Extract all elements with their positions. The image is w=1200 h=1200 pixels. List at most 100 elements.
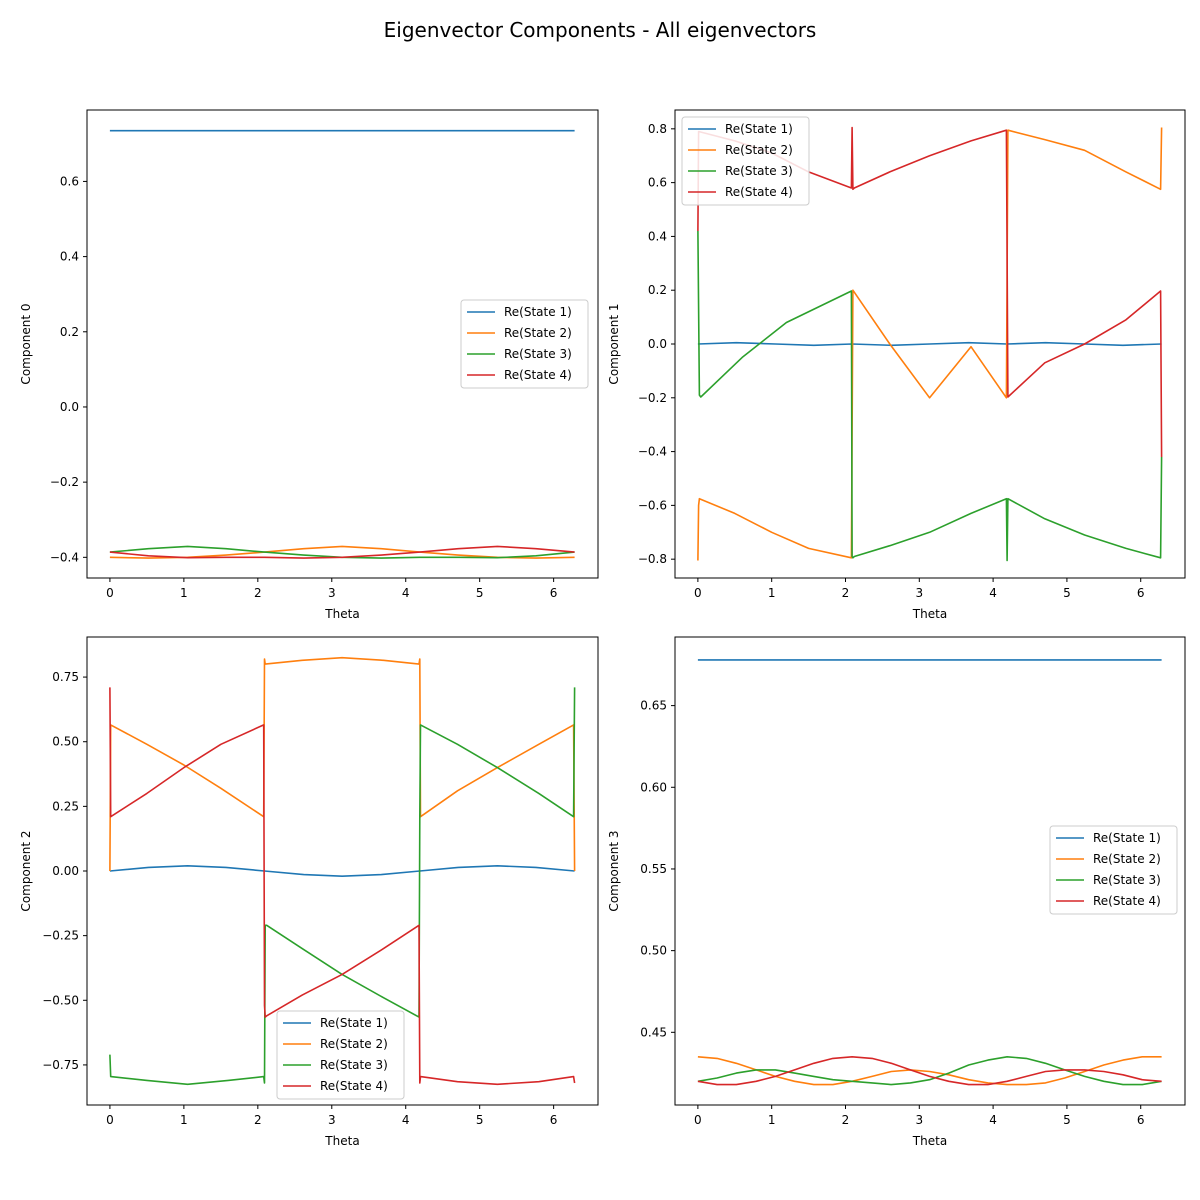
y-tick-label: 0.2 (60, 325, 79, 339)
x-tick-label: 4 (402, 586, 410, 600)
y-tick-label: 0.2 (648, 283, 667, 297)
legend: Re(State 1) Re(State 2) Re(State 3) Re(Stat… (681, 116, 810, 206)
series-line-3 (697, 230, 1163, 562)
x-axis-label: Theta (324, 607, 359, 621)
y-tick-label: −0.4 (638, 445, 667, 459)
y-tick-label: 0.50 (52, 735, 79, 749)
x-tick-label: 5 (476, 1113, 484, 1127)
legend-label-3: Re(State 3) (320, 1058, 388, 1072)
figure-title: Eigenvector Components - All eigenvector… (383, 18, 817, 42)
series-line-2 (109, 545, 575, 559)
y-tick-label: 0.8 (648, 122, 667, 136)
x-tick-label: 2 (254, 586, 262, 600)
y-axis-label: Component 1 (607, 303, 621, 384)
series-line-3 (697, 1056, 1162, 1086)
legend-box (1049, 825, 1178, 915)
x-tick-label: 3 (328, 1113, 336, 1127)
series-line-4 (109, 545, 575, 559)
subplot-1: 0 1 2 3 4 5 6 0.8 0.6 0.4 0.2 0.0 −0.2 −0.4 −0.6 −0.8 Th… (607, 109, 1186, 621)
legend-label-4: Re(State 4) (320, 1079, 388, 1093)
legend-label-1: Re(State 1) (504, 305, 572, 319)
legend-label-2: Re(State 2) (320, 1037, 388, 1051)
x-tick-label: 6 (1137, 1113, 1145, 1127)
legend-label-2: Re(State 2) (1093, 852, 1161, 866)
y-axis-label: Component 0 (19, 303, 33, 384)
y-tick-label: 0.00 (52, 864, 79, 878)
x-tick-label: 0 (106, 586, 114, 600)
legend-box (681, 116, 810, 206)
legend-label-1: Re(State 1) (725, 122, 793, 136)
x-tick-label: 4 (402, 1113, 410, 1127)
series-line-2 (697, 127, 1163, 561)
legend-label-4: Re(State 4) (1093, 894, 1161, 908)
subplot-0: 0 1 2 3 4 5 6 0.6 0.4 0.2 0.0 −0.2 −0.4 Theta Componen… (19, 109, 599, 621)
y-tick-label: −0.2 (638, 391, 667, 405)
x-tick-label: 4 (989, 586, 997, 600)
series-line-3 (109, 545, 575, 559)
x-tick-label: 4 (989, 1113, 997, 1127)
y-tick-label: −0.2 (50, 475, 79, 489)
y-tick-label: 0.6 (648, 176, 667, 190)
x-tick-label: 0 (694, 586, 702, 600)
legend-label-3: Re(State 3) (504, 347, 572, 361)
x-tick-label: 5 (1063, 586, 1071, 600)
x-axis-label: Theta (324, 1134, 359, 1148)
x-tick-label: 1 (768, 586, 776, 600)
legend-label-4: Re(State 4) (725, 185, 793, 199)
subplot-3: 0 1 2 3 4 5 6 0.65 0.60 0.55 0.50 0.45 Theta Componen… (607, 636, 1186, 1148)
y-tick-label: −0.6 (638, 498, 667, 512)
x-tick-label: 3 (915, 1113, 923, 1127)
legend-label-4: Re(State 4) (504, 368, 572, 382)
x-tick-label: 3 (915, 586, 923, 600)
y-tick-label: −0.25 (42, 929, 79, 943)
x-tick-label: 6 (550, 1113, 558, 1127)
x-tick-label: 5 (1063, 1113, 1071, 1127)
y-axis-label: Component 3 (607, 830, 621, 911)
x-tick-label: 0 (694, 1113, 702, 1127)
x-tick-label: 3 (328, 586, 336, 600)
series-line-1 (109, 864, 575, 878)
legend-label-2: Re(State 2) (504, 326, 572, 340)
x-axis-label: Theta (912, 607, 947, 621)
x-tick-label: 1 (180, 586, 188, 600)
series-line-3 (109, 687, 576, 1086)
plot-frame (674, 636, 1186, 1106)
legend: Re(State 1) Re(State 2) Re(State 3) Re(Stat… (276, 1010, 405, 1100)
y-tick-label: 0.6 (60, 174, 79, 188)
y-tick-label: 0.45 (640, 1025, 667, 1039)
series-line-4 (109, 687, 576, 1086)
series-line-2 (109, 656, 576, 872)
y-tick-label: 0.65 (640, 699, 667, 713)
legend: Re(State 1) Re(State 2) Re(State 3) Re(Stat… (460, 299, 589, 389)
y-tick-label: 0.75 (52, 670, 79, 684)
y-tick-label: −0.75 (42, 1058, 79, 1072)
y-axis-label: Component 2 (19, 830, 33, 911)
x-tick-label: 0 (106, 1113, 114, 1127)
y-tick-label: 0.25 (52, 799, 79, 813)
x-tick-label: 1 (180, 1113, 188, 1127)
subplot-2: 0 1 2 3 4 5 6 0.75 0.50 0.25 0.00 −0.25 −0.50 −0.75 Th… (19, 636, 599, 1148)
y-tick-label: −0.8 (638, 552, 667, 566)
legend-box (460, 299, 589, 389)
y-tick-label: 0.50 (640, 944, 667, 958)
legend-label-1: Re(State 1) (320, 1016, 388, 1030)
y-tick-label: −0.50 (42, 993, 79, 1007)
legend-label-3: Re(State 3) (725, 164, 793, 178)
legend-box (276, 1010, 405, 1100)
x-tick-label: 2 (254, 1113, 262, 1127)
x-tick-label: 5 (476, 586, 484, 600)
y-tick-label: 0.4 (648, 229, 667, 243)
series-line-4 (697, 1056, 1162, 1086)
x-tick-label: 2 (842, 586, 850, 600)
x-tick-label: 1 (768, 1113, 776, 1127)
legend-label-1: Re(State 1) (1093, 831, 1161, 845)
y-tick-label: 0.60 (640, 780, 667, 794)
x-tick-label: 2 (842, 1113, 850, 1127)
y-tick-label: −0.4 (50, 550, 79, 564)
plot-frame (86, 109, 599, 579)
y-tick-label: 0.55 (640, 862, 667, 876)
x-tick-label: 6 (550, 586, 558, 600)
y-tick-label: 0.0 (648, 337, 667, 351)
x-axis-label: Theta (912, 1134, 947, 1148)
